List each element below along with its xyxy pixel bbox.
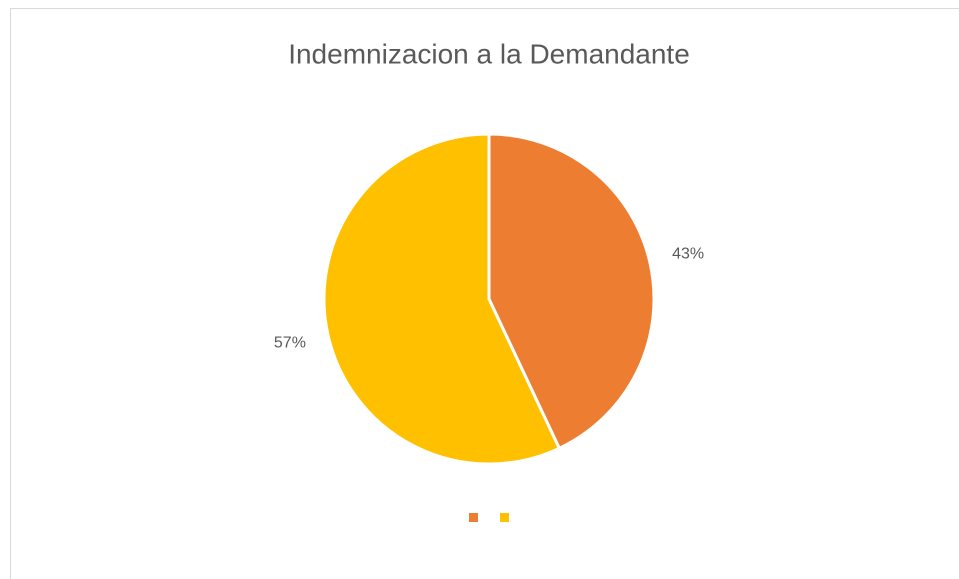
legend-swatch: [500, 513, 509, 522]
chart-title: Indemnizacion a la Demandante: [288, 38, 690, 69]
data-label: 57%: [274, 335, 306, 352]
data-label: 43%: [672, 246, 704, 263]
pie-slice: [487, 132, 656, 451]
legend-swatch: [469, 513, 478, 522]
pie-slice: [322, 132, 562, 466]
